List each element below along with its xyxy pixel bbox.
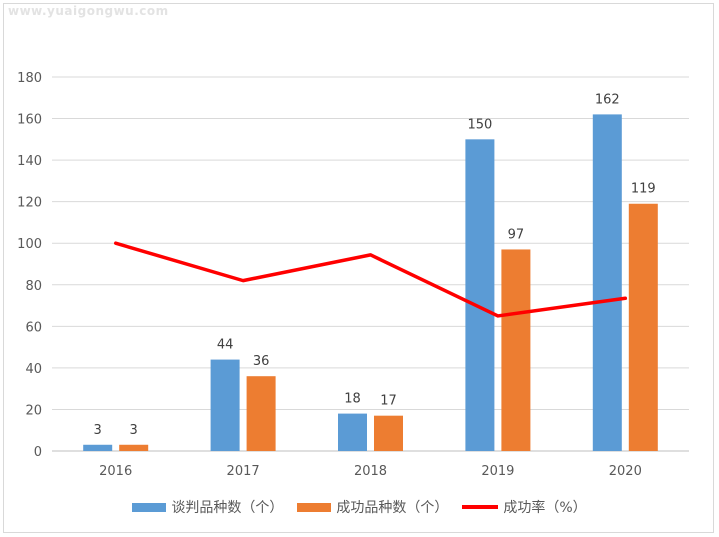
success-rate-line	[113, 241, 628, 318]
bar-successful	[246, 376, 276, 451]
legend-swatch-blue	[132, 502, 167, 512]
y-tick-label: 100	[17, 237, 42, 252]
x-tick-label: 2017	[227, 464, 260, 479]
x-tick-label: 2019	[481, 464, 514, 479]
y-tick-label: 160	[17, 113, 42, 128]
x-tick-label: 2018	[354, 464, 387, 479]
data-label-negotiated: 44	[217, 338, 234, 353]
bar-successful	[374, 415, 403, 451]
y-tick-label: 40	[25, 362, 42, 377]
y-tick-label: 180	[17, 71, 42, 86]
legend-swatch-red-line	[462, 505, 499, 509]
y-tick-label: 60	[25, 320, 42, 335]
bar-successful	[119, 444, 149, 451]
x-tick-label: 2020	[609, 464, 642, 479]
legend-item-negotiated: 谈判品种数（个）	[132, 497, 283, 517]
data-label-negotiated: 3	[94, 423, 102, 438]
data-label-successful: 36	[253, 354, 270, 369]
data-label-negotiated: 18	[344, 392, 361, 407]
data-label-negotiated: 150	[467, 117, 492, 132]
legend-label-success-rate: 成功率（%）	[503, 500, 587, 516]
bar-successful	[628, 203, 658, 451]
data-label-successful: 17	[380, 394, 397, 409]
data-label-successful: 3	[130, 423, 138, 438]
y-tick-label: 120	[17, 196, 42, 211]
bar-negotiated	[592, 114, 622, 452]
y-tick-label: 0	[34, 445, 42, 460]
bar-negotiated	[210, 359, 240, 451]
x-tick-label: 2016	[99, 464, 132, 479]
y-tick-label: 20	[25, 403, 42, 418]
bar-successful	[501, 249, 531, 451]
bar-negotiated	[83, 444, 113, 451]
y-tick-label: 140	[17, 154, 42, 169]
legend-label-successful: 成功品种数（个）	[336, 500, 449, 516]
bar-negotiated	[338, 413, 367, 451]
data-label-successful: 97	[508, 227, 525, 242]
bar-negotiated	[465, 139, 495, 452]
chart-legend: 谈判品种数（个） 成功品种数（个） 成功率（%）	[0, 496, 719, 518]
legend-item-successful: 成功品种数（个）	[297, 497, 448, 517]
y-tick-label: 80	[25, 279, 42, 294]
legend-swatch-orange	[297, 502, 332, 512]
data-label-negotiated: 162	[595, 92, 620, 107]
watermark: www.yuaigongwu.com	[8, 4, 169, 18]
legend-item-success-rate: 成功率（%）	[462, 497, 587, 517]
data-label-successful: 119	[631, 182, 656, 197]
legend-label-negotiated: 谈判品种数（个）	[171, 500, 284, 516]
